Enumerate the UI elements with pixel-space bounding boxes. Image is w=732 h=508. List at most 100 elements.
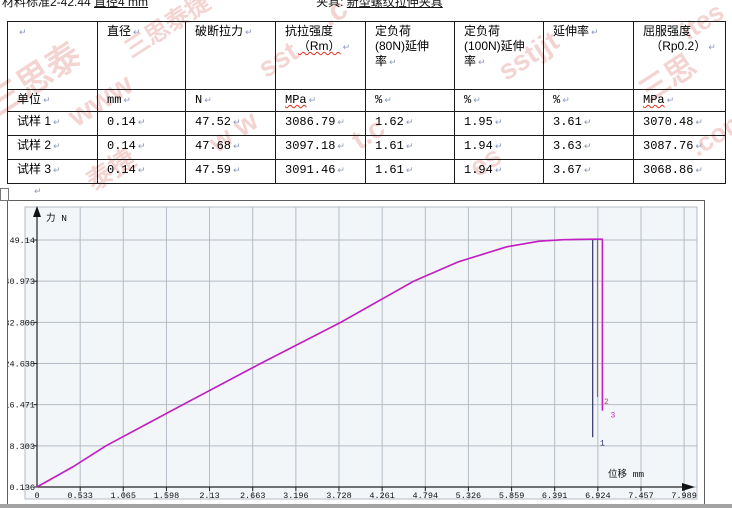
x-tick-label: 1.598 [154, 491, 180, 501]
table-row: 试样 1 ↵ 0.14 ↵ 47.52 ↵ 3086.79 ↵ 1.62 ↵ 1.95 ↵ 3.61 ↵ 3… [7, 111, 726, 136]
value-cell: 47.68 ↵ [185, 135, 276, 160]
value-cell: 3068.86 ↵ [633, 159, 726, 184]
value-cell: 3097.18 ↵ [275, 135, 366, 160]
table-unit-cell: % ↵ [543, 89, 634, 112]
x-tick-label: 1.065 [111, 491, 137, 501]
table-header-cell: 破断拉力 ↵ [185, 21, 276, 90]
paragraph-mark-icon: ↵ [337, 165, 345, 175]
value-cell: 1.95 ↵ [454, 111, 544, 136]
paragraph-mark-icon: ↵ [708, 42, 716, 52]
paragraph-mark-icon: ↵ [384, 95, 392, 105]
clipped-header-line: 材料标准2-42.44 直径4 mm 夹具: 新型螺纹拉伸夹具 [2, 0, 732, 8]
paragraph-mark-icon: ↵ [695, 117, 703, 127]
y-tick-label: 8.303 [9, 442, 35, 452]
x-tick-label: 7.457 [628, 491, 654, 501]
x-tick-label: 4.794 [413, 491, 439, 501]
force-displacement-chart: 0.533 1.065 1.598 2.13 2.663 3.196 3.728 4.261 4… [4, 200, 705, 505]
y-tick-label: 16.471 [8, 401, 35, 411]
value-cell: 3.63 ↵ [543, 135, 634, 160]
paragraph-mark-icon: ↵ [308, 95, 317, 105]
object-anchor-icon [0, 188, 9, 201]
y-tick-label: 24.638 [8, 360, 35, 370]
value-cell: 3.61 ↵ [543, 111, 634, 136]
value-cell: 3.67 ↵ [543, 159, 634, 184]
paragraph-mark-icon: ↵ [34, 186, 42, 196]
table-header-cell: 屈服强度 （Rp0.2） ↵ [633, 21, 726, 90]
y-axis-arrow-icon [33, 206, 41, 217]
paragraph-mark-icon: ↵ [478, 57, 486, 67]
paragraph-mark-icon: ↵ [695, 165, 703, 175]
specimen-label-cell: 试样 3 ↵ [7, 159, 98, 184]
paragraph-mark-icon: ↵ [53, 141, 61, 151]
value-cell: 1.61 ↵ [365, 135, 455, 160]
paragraph-mark-icon: ↵ [233, 117, 241, 127]
x-tick-label: 5.859 [499, 491, 525, 501]
paragraph-mark-icon: ↵ [137, 165, 146, 175]
paragraph-mark-icon: ↵ [389, 57, 397, 67]
table-header-cell: ↵ [7, 21, 98, 90]
header-left-text: 材料标准2-42.44 [2, 0, 91, 8]
paragraph-mark-icon: ↵ [233, 141, 241, 151]
paragraph-mark-icon: ↵ [204, 95, 212, 105]
x-tick-label: 2.663 [240, 491, 266, 501]
paragraph-mark-icon: ↵ [123, 95, 131, 105]
paragraph-mark-icon: ↵ [337, 141, 345, 151]
y-tick-label: 49.14 [9, 236, 35, 246]
paragraph-mark-icon: ↵ [133, 27, 141, 37]
table-header-cell: 抗拉强度 （Rm） ↵ [275, 21, 366, 90]
paragraph-mark-icon: ↵ [562, 95, 570, 105]
value-cell: 1.94 ↵ [454, 135, 544, 160]
x-tick-label: 0.533 [67, 491, 93, 501]
table-row: 试样 2 ↵ 0.14 ↵ 47.68 ↵ 3097.18 ↵ 1.61 ↵ 1.94 ↵ 3.63 ↵ 3… [7, 135, 726, 160]
paragraph-mark-icon: ↵ [137, 117, 146, 127]
x-tick-label: 6.391 [542, 491, 568, 501]
curve-label-2: 2 [604, 398, 609, 407]
paragraph-mark-icon: ↵ [19, 27, 27, 37]
paragraph-mark-icon: ↵ [43, 95, 51, 105]
paragraph-mark-icon: ↵ [405, 165, 414, 175]
paragraph-mark-icon: ↵ [494, 141, 503, 151]
table-unit-cell: % ↵ [454, 89, 544, 112]
curve-specimen-3 [36, 238, 604, 488]
value-cell: 0.14 ↵ [97, 159, 186, 184]
value-cell: 3091.46 ↵ [275, 159, 366, 184]
header-right-underlined: 新型螺纹拉伸夹具 [346, 0, 443, 8]
paragraph-mark-icon: ↵ [591, 27, 599, 37]
table-unit-cell: mm ↵ [97, 89, 186, 112]
x-axis-arrow-icon [682, 483, 695, 491]
paragraph-mark-icon: ↵ [137, 141, 146, 151]
value-cell: 3086.79 ↵ [275, 111, 366, 136]
x-tick-label: 2.13 [199, 491, 219, 501]
y-tick-label: 0.136 [9, 483, 35, 493]
x-tick-label: 3.728 [326, 491, 352, 501]
paragraph-mark-icon: ↵ [494, 117, 503, 127]
chart-canvas: 0.533 1.065 1.598 2.13 2.663 3.196 3.728 4.261 4… [4, 206, 698, 501]
paragraph-mark-icon: ↵ [233, 165, 241, 175]
paragraph-mark-icon: ↵ [583, 141, 592, 151]
specimen-label-cell: 试样 2 ↵ [7, 135, 98, 160]
window-bottom-edge [0, 504, 732, 508]
table-unit-cell: MPa ↵ [633, 89, 726, 112]
table-row: 试样 3 ↵ 0.14 ↵ 47.59 ↵ 3091.46 ↵ 1.61 ↵ 1.94 ↵ 3.67 ↵ 3… [7, 159, 726, 184]
table-header-cell: 定负荷 (80N)延伸率 ↵ [365, 21, 455, 90]
table-unit-cell: N ↵ [185, 89, 276, 112]
results-table: ↵ 直径 ↵ 破断拉力 ↵ 抗拉强度 （Rm） ↵ 定负荷 (80N)延伸率 ↵ 定负荷 (100N)延… [7, 21, 726, 184]
paragraph-mark-icon: ↵ [405, 117, 414, 127]
y-tick-label: 32.806 [8, 318, 35, 328]
value-cell: 3087.76 ↵ [633, 135, 726, 160]
x-tick-label: 5.326 [456, 491, 482, 501]
curve-label-3: 3 [610, 412, 615, 421]
paragraph-mark-icon: ↵ [695, 141, 703, 151]
plot-area [24, 206, 698, 500]
value-cell: 47.52 ↵ [185, 111, 276, 136]
paragraph-mark-icon: ↵ [473, 95, 481, 105]
x-tick-label: 6.924 [585, 491, 611, 501]
paragraph-mark-icon: ↵ [53, 117, 61, 127]
paragraph-mark-icon: ↵ [337, 117, 345, 127]
paragraph-mark-icon: ↵ [245, 27, 253, 37]
curve-label-1: 1 [600, 439, 605, 448]
table-units-row: 单位 ↵ mm ↵ N ↵ MPa ↵% ↵% ↵% ↵ MPa ↵ [7, 89, 726, 112]
paragraph-mark-icon: ↵ [583, 165, 592, 175]
value-cell: 0.14 ↵ [97, 111, 186, 136]
